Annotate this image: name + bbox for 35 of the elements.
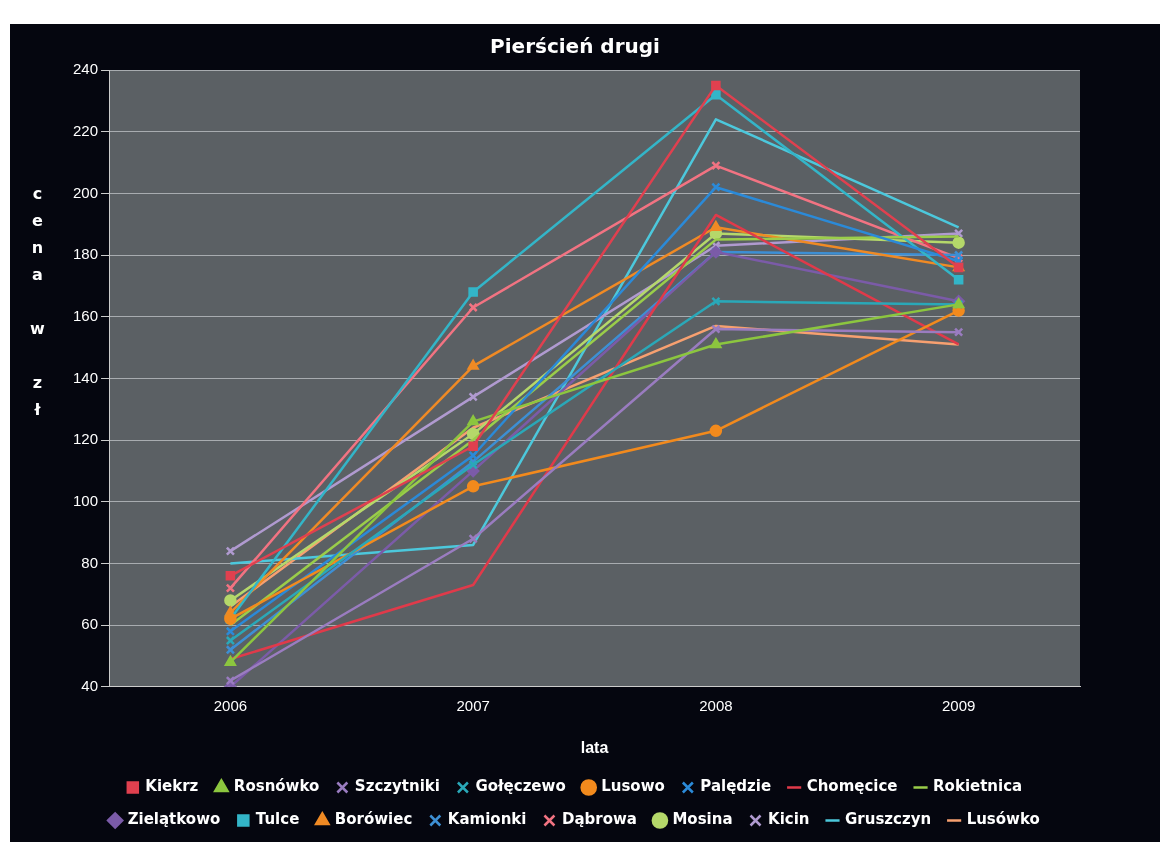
legend-label: Palędzie — [700, 777, 772, 796]
legend-label: Tulce — [255, 810, 300, 829]
y-tick-label: 100 — [73, 491, 99, 509]
y-tick-label: 40 — [81, 676, 99, 694]
legend-label: Szczytniki — [354, 777, 440, 796]
x-tick-label: 2009 — [941, 696, 976, 714]
legend-label: Mosina — [672, 810, 733, 829]
legend-label: Zielątkowo — [127, 810, 221, 829]
x-tick-label: 2007 — [456, 696, 490, 714]
legend-label: Rokietnica — [933, 777, 1023, 796]
legend-label: Chomęcice — [806, 777, 898, 796]
y-tick-label: 80 — [81, 553, 99, 571]
legend-label: Gruszczyn — [845, 810, 932, 829]
x-tick-label: 2008 — [699, 696, 733, 714]
y-tick-label: 180 — [73, 245, 99, 263]
y-tick-label: 200 — [73, 183, 99, 201]
y-tick-label: 220 — [73, 121, 99, 139]
legend-label: Gołęczewo — [475, 777, 566, 796]
legend-label: Dąbrowa — [561, 810, 637, 829]
chart-title: Pierścień drugi — [490, 34, 660, 59]
y-tick-label: 120 — [73, 430, 99, 448]
y-tick-label: 60 — [81, 615, 99, 633]
legend-label: Lusówko — [966, 810, 1040, 829]
legend-label: Kiekrz — [145, 777, 199, 796]
x-axis-title: lata — [580, 738, 609, 756]
legend-label: Borówiec — [334, 810, 413, 829]
y-axis-title: cena w zł — [28, 184, 47, 427]
legend-label: Kicin — [768, 810, 810, 829]
legend-label: Lusowo — [601, 777, 665, 796]
legend-label: Kamionki — [447, 810, 527, 829]
y-tick-label: 160 — [73, 306, 99, 324]
y-tick-label: 240 — [73, 60, 99, 78]
legend-label: Rosnówko — [233, 777, 320, 796]
x-tick-label: 2006 — [213, 696, 248, 714]
y-tick-label: 140 — [73, 368, 99, 386]
